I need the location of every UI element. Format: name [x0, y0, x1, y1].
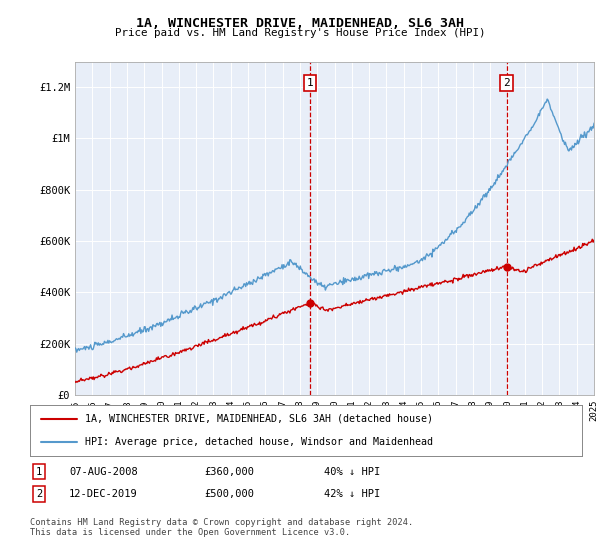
Bar — [75, 62, 310, 395]
Text: Contains HM Land Registry data © Crown copyright and database right 2024.
This d: Contains HM Land Registry data © Crown c… — [30, 518, 413, 538]
Text: 42% ↓ HPI: 42% ↓ HPI — [324, 489, 380, 499]
Text: 1A, WINCHESTER DRIVE, MAIDENHEAD, SL6 3AH: 1A, WINCHESTER DRIVE, MAIDENHEAD, SL6 3A… — [136, 17, 464, 30]
Text: 40% ↓ HPI: 40% ↓ HPI — [324, 466, 380, 477]
Text: Price paid vs. HM Land Registry's House Price Index (HPI): Price paid vs. HM Land Registry's House … — [115, 28, 485, 38]
Text: 2: 2 — [36, 489, 42, 499]
Text: 2: 2 — [503, 78, 510, 88]
Text: 1: 1 — [307, 78, 314, 88]
Text: £360,000: £360,000 — [204, 466, 254, 477]
Text: £500,000: £500,000 — [204, 489, 254, 499]
Text: 1: 1 — [36, 466, 42, 477]
Text: HPI: Average price, detached house, Windsor and Maidenhead: HPI: Average price, detached house, Wind… — [85, 437, 433, 447]
Text: 12-DEC-2019: 12-DEC-2019 — [69, 489, 138, 499]
Text: 1A, WINCHESTER DRIVE, MAIDENHEAD, SL6 3AH (detached house): 1A, WINCHESTER DRIVE, MAIDENHEAD, SL6 3A… — [85, 414, 433, 424]
Text: 07-AUG-2008: 07-AUG-2008 — [69, 466, 138, 477]
